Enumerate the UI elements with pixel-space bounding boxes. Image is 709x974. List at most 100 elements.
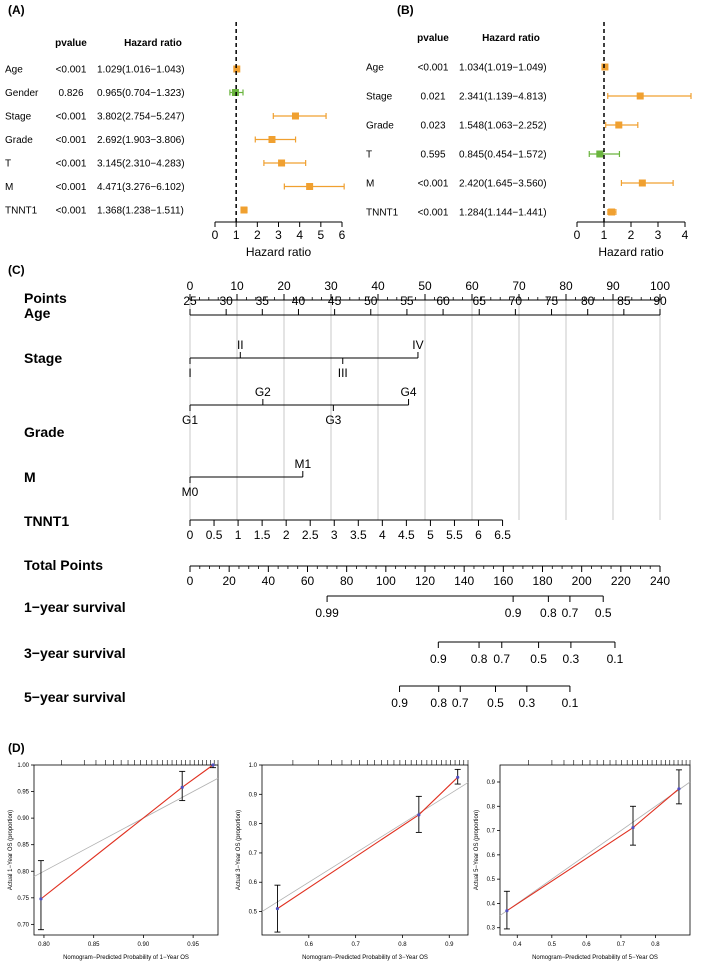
row-pvalue: <0.001 [418,179,449,190]
hr-marker [596,150,604,158]
hr-marker [638,179,646,187]
tick-label: 0.5 [206,528,223,542]
y-tick-label: 0.8 [249,822,258,828]
calibration-point [505,909,509,913]
row-label: Grade [24,424,65,440]
row-hr-text: 3.145(2.310−4.283) [97,159,185,170]
tick-label: 90 [606,279,620,293]
row-pvalue: <0.001 [418,63,449,74]
header-hazard-ratio: Hazard ratio [482,33,540,44]
x-axis-label: Nomogram−Predicted Probability of 3−Year… [302,955,428,961]
row-hr-text: 2.692(1.903−3.806) [97,135,185,146]
y-tick-label: 0.95 [17,790,29,796]
tick-label: 5 [427,528,434,542]
y-tick-label: 0.4 [487,901,496,907]
category-label: III [338,366,348,380]
hr-marker [291,112,299,120]
x-tick-label: 5 [317,228,324,242]
tick-label: 120 [415,574,435,588]
hr-marker [278,159,286,167]
y-tick-label: 0.7 [249,851,258,857]
y-tick-label: 0.70 [17,922,29,928]
tick-label: 200 [572,574,592,588]
survival-label: 0.9 [505,606,522,620]
header-hazard-ratio: Hazard ratio [124,38,182,49]
y-tick-label: 0.90 [17,816,29,822]
row-label: TNNT1 [24,513,69,529]
tick-label: 0 [187,528,194,542]
tick-label: 140 [454,574,474,588]
row-pvalue: <0.001 [56,135,87,146]
calibration-plots: (D) 0.80 0.85 0.90 0.95 0.70 0.75 0.80 0.85 0.90 0… [8,741,691,961]
row-hr-text: 1.034(1.019−1.049) [459,63,547,74]
x-tick-label: 0.8 [651,942,660,948]
calibration-point [417,813,421,817]
tick-label: 80 [340,574,354,588]
tick-label: 20 [222,574,236,588]
row-name: T [366,150,372,161]
tick-label: 1 [235,528,242,542]
tick-label: 80 [581,294,595,308]
panel-label: (C) [8,263,25,277]
calibration-point [39,897,43,901]
row-name: M [366,179,374,190]
hr-marker [601,63,609,71]
header-pvalue: pvalue [417,33,449,44]
row-name: Stage [366,92,393,103]
row-hr-text: 4.471(3.276−6.102) [97,182,185,193]
row-pvalue: <0.001 [56,182,87,193]
survival-label: 0.7 [493,652,510,666]
tick-label: 2 [283,528,290,542]
x-tick-label: 1 [233,228,240,242]
y-tick-label: 0.5 [249,910,258,916]
x-tick-label: 0.4 [513,942,522,948]
ideal-line [261,782,469,912]
y-axis-label: Actual 1−Year OS (proportion) [8,810,14,890]
tick-label: 3.5 [350,528,367,542]
row-label: 5−year survival [24,689,126,705]
tick-label: 2.5 [302,528,319,542]
hr-marker [233,65,241,73]
row-label: Points [24,290,67,306]
x-tick-label: 0.5 [548,942,557,948]
survival-label: 0.5 [595,606,612,620]
x-tick-label: 0.95 [187,942,199,948]
hr-marker [615,121,623,129]
row-pvalue: <0.001 [56,159,87,170]
tick-label: 5.5 [446,528,463,542]
tick-label: 70 [509,294,523,308]
hr-marker [240,206,248,214]
plot-frame [33,764,219,936]
x-axis-label: Hazard ratio [246,245,312,259]
y-tick-label: 0.85 [17,843,29,849]
x-tick-label: 4 [682,228,689,242]
tick-label: 60 [436,294,450,308]
x-tick-label: 0.6 [305,942,314,948]
category-label: IV [412,338,423,352]
y-tick-label: 1.00 [17,763,29,769]
row-name: Grade [5,135,33,146]
y-tick-label: 0.9 [487,780,496,786]
tick-label: 75 [545,294,559,308]
x-axis-label: Hazard ratio [598,245,664,259]
x-tick-label: 0 [212,228,219,242]
tick-label: 60 [301,574,315,588]
y-tick-label: 0.9 [249,792,258,798]
tick-label: 70 [512,279,526,293]
row-name: Grade [366,121,394,132]
x-axis-label: Nomogram−Predicted Probability of 5−Year… [532,955,658,961]
row-label: Total Points [24,557,103,573]
row-label: 3−year survival [24,645,126,661]
tick-label: 0 [187,574,194,588]
tick-label: 50 [418,279,432,293]
tick-label: 160 [493,574,513,588]
tick-label: 10 [230,279,244,293]
row-hr-text: 2.341(1.139−4.813) [459,92,547,103]
y-tick-label: 0.6 [249,880,258,886]
tick-label: 180 [532,574,552,588]
tick-label: 40 [371,279,385,293]
y-tick-label: 0.8 [487,804,496,810]
panel-label: (A) [8,3,25,17]
category-label: G4 [401,385,417,399]
